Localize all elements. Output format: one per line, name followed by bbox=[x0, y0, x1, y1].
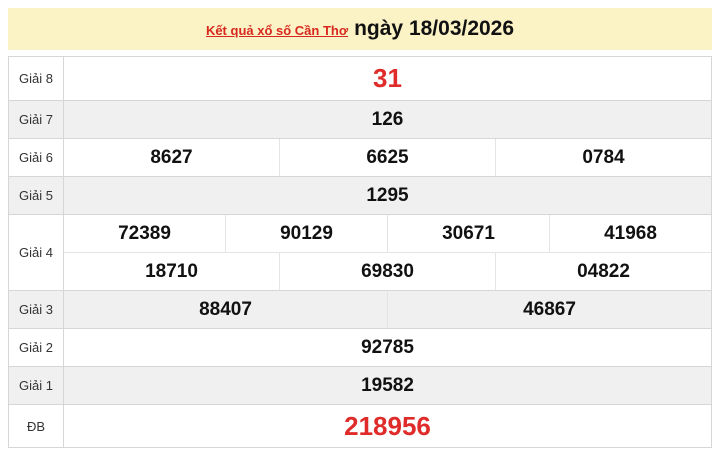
prize-label: Giải 5 bbox=[9, 177, 64, 214]
prize-row-giai-1: Giải 1 19582 bbox=[8, 367, 712, 405]
prize-label: Giải 2 bbox=[9, 329, 64, 366]
prize-number: 30671 bbox=[387, 215, 549, 252]
prize-label: Giải 4 bbox=[9, 215, 64, 290]
prize-row-giai-6: Giải 6 8627 6625 0784 bbox=[8, 139, 712, 177]
special-prize-number: 218956 bbox=[344, 410, 431, 441]
prize-number: 1295 bbox=[366, 184, 409, 206]
prize-number: 31 bbox=[373, 63, 402, 93]
results-table: Giải 8 31 Giải 7 126 Giải 6 8627 6625 07… bbox=[8, 56, 712, 448]
prize-number: 6625 bbox=[279, 139, 495, 176]
province-results-link[interactable]: Kết quả xổ số Cần Thơ bbox=[205, 23, 349, 38]
prize-number: 0784 bbox=[495, 139, 711, 176]
prize-label: Giải 7 bbox=[9, 101, 64, 138]
prize-label: Giải 1 bbox=[9, 367, 64, 404]
prize-number: 18710 bbox=[145, 260, 198, 282]
prize-number: 8627 bbox=[150, 146, 193, 168]
prize-number: 88407 bbox=[199, 298, 252, 320]
prize-number: 126 bbox=[371, 108, 404, 130]
prize-label: Giải 6 bbox=[9, 139, 64, 176]
prize-number: 41968 bbox=[549, 215, 711, 252]
prize-row-giai-7: Giải 7 126 bbox=[8, 101, 712, 139]
draw-date: ngày 18/03/2026 bbox=[354, 17, 515, 40]
prize-row-giai-3: Giải 3 88407 46867 bbox=[8, 291, 712, 329]
prize-number: 72389 bbox=[118, 222, 171, 244]
prize-number: 90129 bbox=[225, 215, 387, 252]
prize-label: Giải 8 bbox=[9, 57, 64, 100]
prize-number: 04822 bbox=[495, 253, 711, 290]
prize-number: 19582 bbox=[361, 374, 414, 396]
prize-number: 46867 bbox=[387, 291, 711, 328]
prize-row-giai-2: Giải 2 92785 bbox=[8, 329, 712, 367]
prize-number: 92785 bbox=[361, 336, 414, 358]
prize-label: ĐB bbox=[9, 405, 64, 447]
prize-row-giai-8: Giải 8 31 bbox=[8, 57, 712, 101]
prize-row-giai-5: Giải 5 1295 bbox=[8, 177, 712, 215]
prize-row-giai-4: Giải 4 72389 90129 30671 41968 18710 698… bbox=[8, 215, 712, 291]
prize-label: Giải 3 bbox=[9, 291, 64, 328]
prize-row-special: ĐB 218956 bbox=[8, 405, 712, 448]
prize-number: 69830 bbox=[279, 253, 495, 290]
results-header: Kết quả xổ số Cần Thơ ngày 18/03/2026 bbox=[8, 8, 712, 50]
